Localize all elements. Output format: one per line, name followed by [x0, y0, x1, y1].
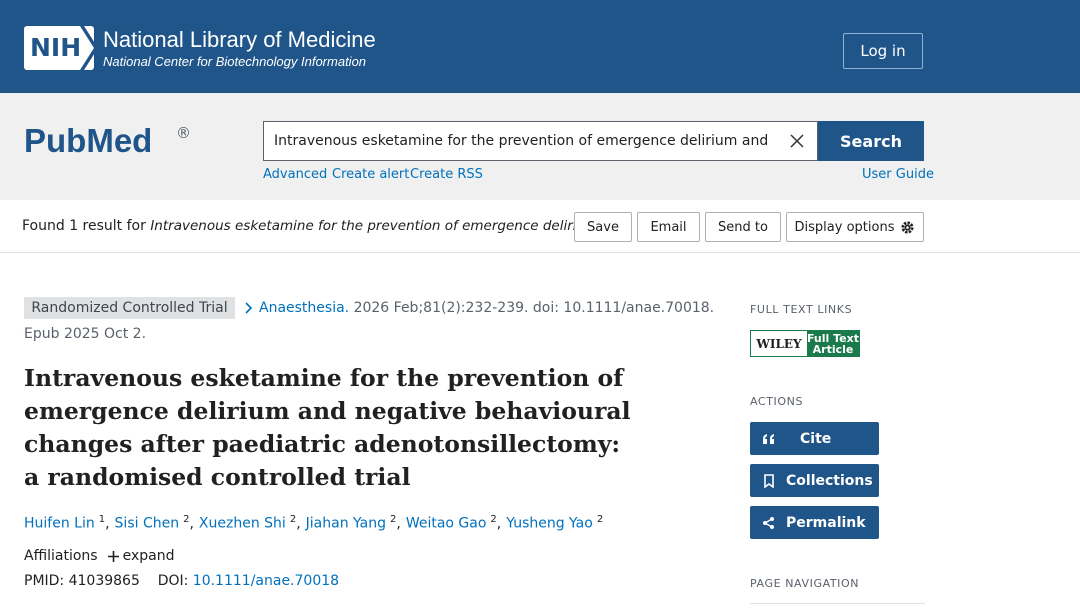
- author-name[interactable]: Yusheng Yao: [506, 515, 593, 532]
- epub-date: Epub 2025 Oct 2.: [24, 326, 147, 342]
- search-button[interactable]: Search: [818, 121, 924, 161]
- author-affiliation[interactable]: 2: [490, 514, 497, 525]
- article-title: Intravenous esketamine for the preventio…: [24, 364, 631, 491]
- chevron-icon: [245, 302, 253, 314]
- author-affiliation[interactable]: 2: [289, 514, 297, 525]
- author-separator: ,: [105, 515, 110, 532]
- full-text-line1: Full Text: [806, 331, 859, 345]
- author-separator: ,: [396, 515, 401, 532]
- divider: [0, 252, 1080, 253]
- expand-toggle[interactable]: expand: [122, 548, 175, 564]
- wiley-link[interactable]: WILEY Full Text Article: [750, 330, 860, 357]
- permalink-button[interactable]: Permalink: [750, 506, 879, 539]
- author-separator: ,: [189, 515, 194, 532]
- create-rss-link[interactable]: Create RSS: [410, 167, 483, 182]
- display-options-label: Display options: [794, 219, 895, 235]
- nih-text: NIH: [30, 33, 82, 62]
- login-button[interactable]: Log in: [843, 33, 923, 69]
- pmid: 41039865: [68, 573, 140, 589]
- bookmark-icon: [764, 473, 774, 488]
- registered-mark: ®: [176, 124, 191, 142]
- wiley-logo: WILEY: [751, 331, 807, 356]
- affiliations: Affiliations expand: [24, 548, 174, 564]
- actions-heading: ACTIONS: [750, 395, 804, 408]
- authors: Huifen Lin 1, Sisi Chen 2, Xuezhen Shi 2, Jiah…: [24, 514, 603, 532]
- author-separator: ,: [296, 515, 301, 532]
- doi-label: DOI:: [157, 573, 189, 589]
- plus-icon: [107, 550, 119, 562]
- cite-label: Cite: [800, 430, 832, 447]
- full-text-badge: Full Text Article: [806, 331, 859, 356]
- page-navigation-heading: PAGE NAVIGATION: [750, 577, 860, 590]
- affiliations-label: Affiliations: [24, 548, 98, 564]
- author-affiliation[interactable]: 2: [183, 514, 190, 525]
- author-name[interactable]: Sisi Chen: [114, 515, 180, 532]
- author-name[interactable]: Huifen Lin: [24, 515, 95, 532]
- publication-type: Randomized Controlled Trial: [24, 297, 235, 319]
- author-name[interactable]: Xuezhen Shi: [198, 515, 286, 532]
- quote-icon: [763, 433, 774, 444]
- author-separator: ,: [496, 515, 502, 532]
- create-alert-link[interactable]: Create alert: [332, 167, 410, 182]
- nih-arrow: [80, 26, 98, 70]
- full-text-line2: Article: [812, 342, 854, 356]
- user-guide-link[interactable]: User Guide: [862, 167, 934, 182]
- author-affiliation[interactable]: 1: [98, 514, 106, 525]
- identifiers: PMID: 41039865 DOI: 10.1111/anae.70018: [24, 573, 339, 589]
- header: [0, 0, 1080, 93]
- sidebar-divider: [750, 603, 925, 604]
- permalink-label: Permalink: [786, 514, 866, 531]
- header-title: National Library of Medicine: [103, 27, 376, 52]
- results-count: Found 1 result for Intravenous esketamin…: [22, 218, 615, 234]
- author-affiliation[interactable]: 2: [389, 514, 397, 525]
- advanced-link[interactable]: Advanced: [263, 167, 328, 182]
- citation-line: Anaesthesia. 2026 Feb;81(2):232-239. doi…: [259, 300, 714, 316]
- author-affiliation[interactable]: 2: [596, 514, 604, 525]
- journal-link[interactable]: Anaesthesia.: [259, 300, 350, 316]
- search-input[interactable]: Intravenous esketamine for the preventio…: [263, 121, 818, 161]
- found-query: Intravenous esketamine for the preventio…: [150, 218, 616, 234]
- full-text-links-heading: FULL TEXT LINKS: [750, 303, 853, 316]
- gear-icon: [901, 220, 915, 234]
- save-button[interactable]: Save: [574, 212, 632, 242]
- collections-label: Collections: [786, 472, 873, 489]
- pubmed-logo[interactable]: PubMed: [24, 122, 153, 159]
- display-options-button[interactable]: Display options: [786, 212, 924, 242]
- author-name[interactable]: Jiahan Yang: [305, 515, 386, 532]
- search-query: Intravenous esketamine for the preventio…: [274, 133, 770, 149]
- nih-logo[interactable]: NIH: [24, 26, 94, 70]
- email-button[interactable]: Email: [637, 212, 700, 242]
- author-name[interactable]: Weitao Gao: [405, 515, 487, 532]
- doi-link[interactable]: 10.1111/anae.70018: [192, 573, 340, 589]
- found-prefix: Found 1 result for: [22, 218, 146, 234]
- citation: 2026 Feb;81(2):232-239. doi: 10.1111/ana…: [353, 300, 715, 316]
- clear-icon[interactable]: [790, 134, 804, 148]
- pmid-label: PMID:: [24, 573, 65, 589]
- collections-button[interactable]: Collections: [750, 464, 879, 497]
- header-subtitle: National Center for Biotechnology Inform…: [103, 54, 367, 69]
- send-to-button[interactable]: Send to: [705, 212, 781, 242]
- share-icon: [763, 516, 774, 529]
- cite-button[interactable]: Cite: [750, 422, 879, 455]
